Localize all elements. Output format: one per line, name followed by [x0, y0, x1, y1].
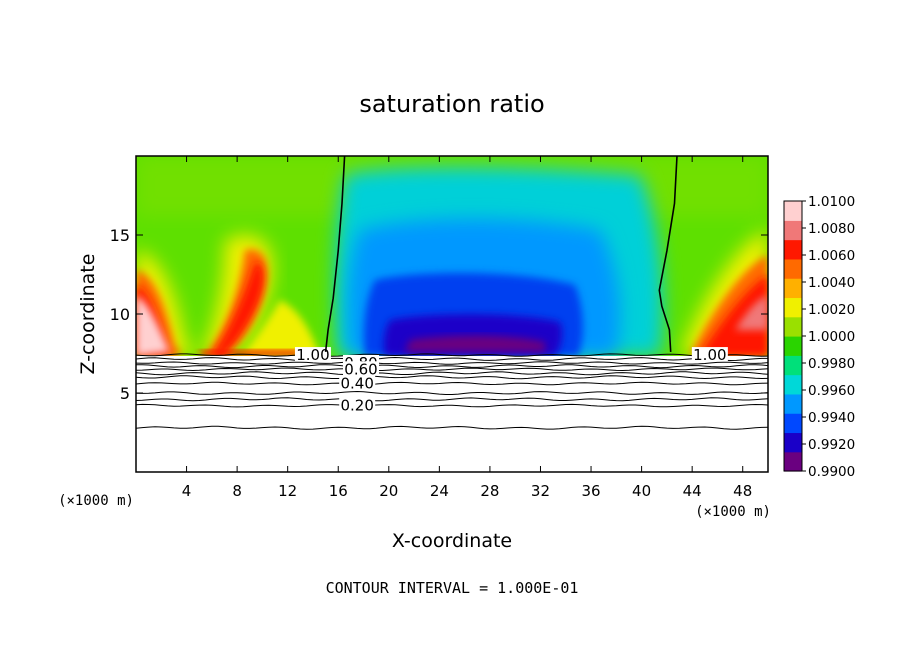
contour-line	[136, 364, 768, 369]
contour-label-right: 1.00	[693, 346, 726, 364]
x-tick-label: 12	[278, 482, 297, 500]
contour-line-labeled	[136, 361, 768, 365]
x-tick-label: 28	[480, 482, 499, 500]
saturation-field	[136, 156, 768, 472]
colorbar-swatch	[784, 258, 802, 279]
colorbar-label: 0.9900	[808, 464, 855, 480]
x-axis-ticks: 4 8 12 16 20 24 28 32 36 40 44 48	[182, 156, 752, 500]
y-axis-ticks: 5 10 15	[110, 226, 768, 403]
x-tick-label: 8	[232, 482, 242, 500]
colorbar-label: 1.0080	[808, 221, 855, 237]
y-tick-label: 15	[110, 226, 130, 245]
colorbar-swatch	[784, 413, 802, 434]
contour-line	[136, 390, 768, 395]
boundary-right	[658, 156, 678, 352]
colorbar: 1.0100 1.0080 1.0060 1.0040 1.0020 1.0000 0.99…	[783, 194, 855, 480]
colorbar-label: 1.0000	[808, 329, 855, 345]
contour-line-labeled	[136, 367, 768, 372]
contour-line	[136, 356, 768, 362]
colorbar-label: 1.0040	[808, 275, 855, 291]
colorbar-swatch	[784, 297, 802, 318]
contour-interval-note: CONTOUR INTERVAL = 1.000E-01	[326, 579, 579, 597]
colorbar-swatch	[784, 336, 802, 356]
boundary-left	[324, 156, 346, 352]
contour-lines: 1.000.800.600.400.201.00	[136, 346, 768, 430]
contour-label-bg	[339, 375, 376, 390]
x-tick-label: 36	[581, 482, 600, 500]
x-tick-label: 40	[632, 482, 651, 500]
colorbar-swatch	[784, 278, 802, 299]
contour-line-labeled	[136, 381, 768, 386]
y-tick-label: 10	[110, 305, 130, 324]
contour-label: 0.40	[340, 375, 373, 393]
x-axis-label: X-coordinate	[392, 530, 512, 552]
colorbar-swatch	[784, 201, 802, 221]
s-equals-one-boundaries	[324, 156, 678, 352]
colorbar-swatch	[784, 393, 802, 414]
x-tick-label: 44	[683, 482, 702, 500]
contour-label-bg	[294, 347, 331, 362]
contour-line	[136, 397, 768, 402]
plot-area: 1.000.800.600.400.201.00	[136, 156, 768, 472]
x-tick-label: 32	[531, 482, 550, 500]
y-axis-label: Z-coordinate	[77, 254, 99, 375]
contour-label: 0.20	[340, 397, 373, 415]
colorbar-swatch	[784, 239, 802, 260]
colorbar-swatch	[784, 451, 802, 472]
x-tick-label: 16	[329, 482, 348, 500]
contour-label-bg	[691, 347, 728, 362]
y-tick-label: 5	[120, 384, 130, 403]
colorbar-swatch	[784, 374, 802, 395]
y-unit-label: (×1000 m)	[58, 493, 134, 509]
contour-line	[136, 371, 768, 376]
x-unit-label: (×1000 m)	[695, 504, 771, 520]
x-tick-label: 24	[430, 482, 449, 500]
contour-label: 0.60	[344, 360, 377, 378]
contour-label-bg	[339, 397, 376, 412]
x-tick-label: 4	[182, 482, 192, 500]
colorbar-label: 0.9940	[808, 410, 855, 426]
colorbar-label: 1.0100	[808, 194, 855, 210]
colorbar-swatch	[784, 220, 802, 241]
colorbar-label: 1.0020	[808, 302, 855, 318]
contour-line	[136, 425, 768, 430]
colorbar-swatch	[784, 316, 802, 337]
colorbar-swatch	[784, 432, 802, 453]
contour-line	[136, 375, 768, 380]
colorbar-label: 1.0060	[808, 248, 855, 264]
chart-title: saturation ratio	[359, 90, 544, 118]
x-tick-label: 48	[733, 482, 752, 500]
contour-line-labeled	[136, 353, 768, 357]
contour-label: 1.00	[296, 346, 329, 364]
contour-label-bg	[342, 361, 379, 376]
x-tick-label: 20	[379, 482, 398, 500]
colorbar-label: 0.9960	[808, 383, 855, 399]
colorbar-swatch	[784, 355, 802, 376]
colorbar-label: 0.9920	[808, 437, 855, 453]
contour-line-labeled	[136, 403, 768, 408]
colorbar-label: 0.9980	[808, 356, 855, 372]
